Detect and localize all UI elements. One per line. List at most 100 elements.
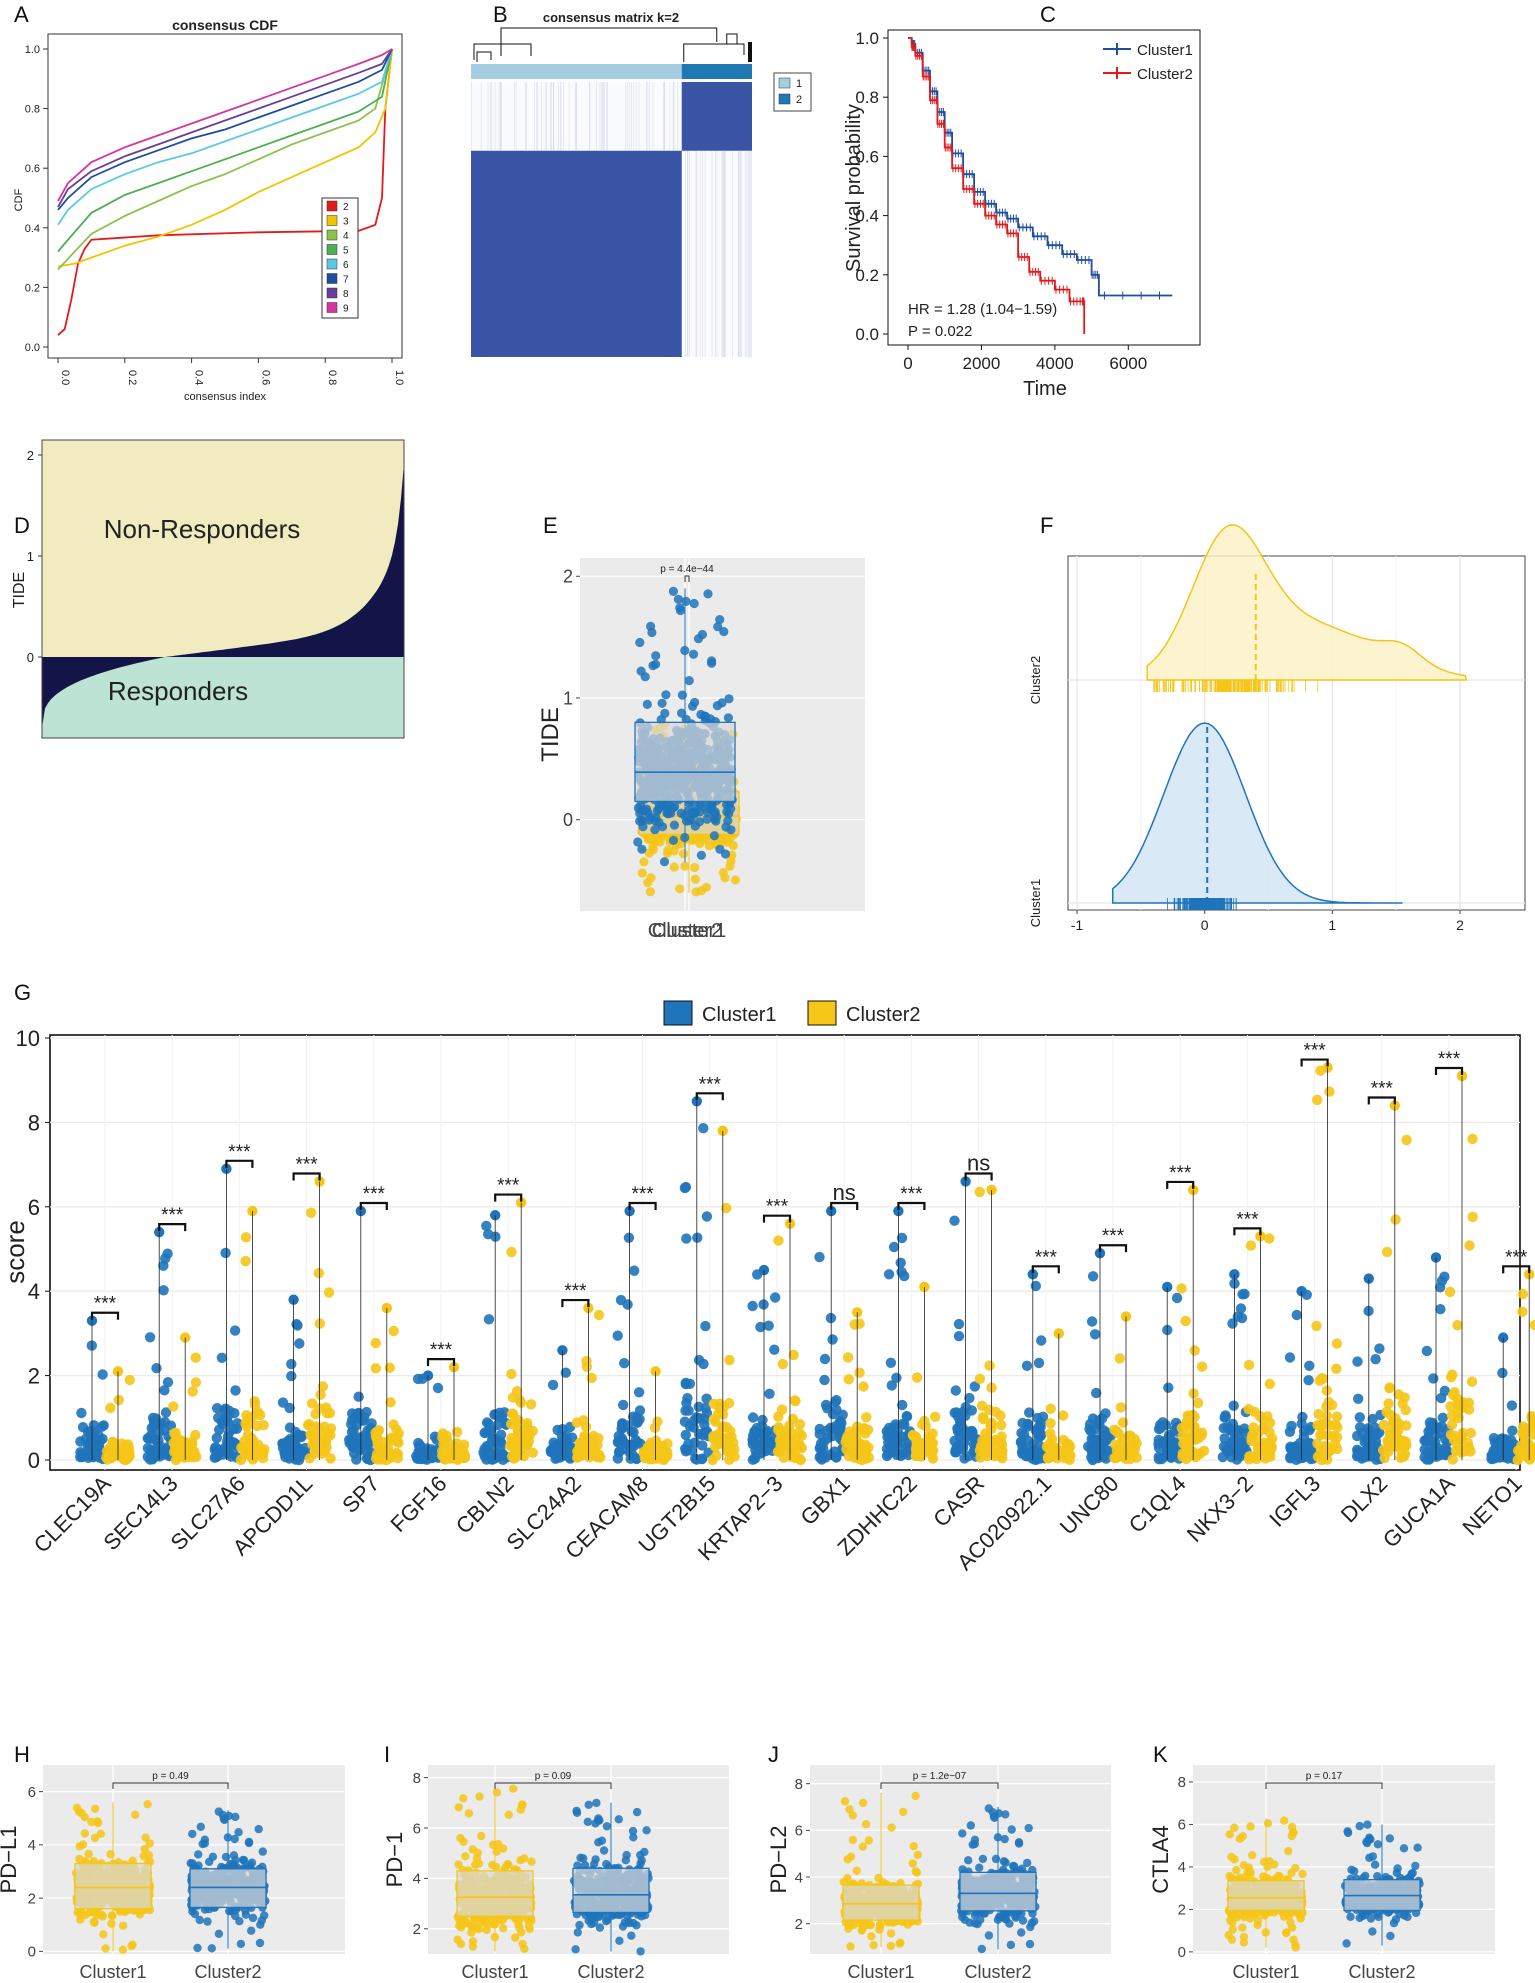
- data-point-h-cluster1: [93, 1818, 103, 1828]
- data-point-g-cluster1: [1017, 1417, 1028, 1429]
- significance-label-g: ***: [766, 1197, 789, 1218]
- data-point-g-cluster2: [911, 1372, 923, 1383]
- data-point-g-cluster1: [613, 1430, 624, 1442]
- data-point-h-cluster1: [101, 1944, 110, 1953]
- data-point-g-cluster1: [634, 1405, 646, 1416]
- data-point-h-cluster2: [221, 1852, 231, 1862]
- data-point-g-cluster1: [1421, 1454, 1433, 1465]
- data-point-e-cluster2: [681, 596, 691, 607]
- data-point-g-cluster1: [1507, 1425, 1518, 1436]
- data-point-g-cluster1: [351, 1454, 362, 1465]
- tick-label-y-c: 0.8: [855, 88, 879, 107]
- data-point-g-cluster1: [1421, 1345, 1433, 1357]
- data-point-e-cluster2: [637, 844, 647, 854]
- data-point-g-cluster1: [1033, 1431, 1044, 1443]
- matrix-block-cluster1: [471, 150, 682, 357]
- data-point-g-cluster2: [505, 1418, 517, 1430]
- data-point-g-cluster1: [1096, 1413, 1108, 1424]
- data-point-g-cluster2: [930, 1411, 941, 1423]
- data-point-g-cluster2: [388, 1325, 399, 1337]
- legend-swatch-k4: [326, 229, 338, 241]
- data-point-g-cluster2: [1458, 1397, 1469, 1408]
- data-point-g-cluster1: [814, 1251, 825, 1263]
- data-point-h-cluster1: [127, 1941, 136, 1951]
- axis-label-x-c: Time: [1023, 378, 1067, 400]
- tick-label-y-g: 2: [28, 1364, 40, 1389]
- matrix-block-cluster2: [681, 82, 752, 151]
- data-point-e-cluster1: [678, 849, 689, 859]
- data-point-h-cluster1: [84, 1849, 93, 1859]
- data-point-g-cluster2: [1254, 1410, 1265, 1422]
- data-point-g-cluster2: [1047, 1434, 1058, 1445]
- legend-swatch-k3: [326, 215, 338, 226]
- data-point-e-cluster2: [690, 697, 700, 708]
- data-point-g-cluster2: [1467, 1133, 1478, 1145]
- data-point-h-cluster2: [230, 1834, 239, 1844]
- data-point-g-cluster2: [777, 1358, 788, 1370]
- data-point-g-cluster1: [827, 1409, 839, 1420]
- data-point-g-cluster1: [760, 1427, 771, 1438]
- data-point-g-cluster2: [729, 1443, 740, 1455]
- data-point-h-cluster2: [239, 1855, 248, 1865]
- data-point-g-cluster2: [1401, 1134, 1412, 1146]
- data-point-e-cluster2: [696, 850, 707, 860]
- data-point-h-cluster2: [203, 1917, 212, 1926]
- data-point-g-cluster1: [953, 1318, 965, 1330]
- tick-label-y-i: 2: [413, 1921, 421, 1938]
- panel-label-c: C: [1040, 2, 1056, 27]
- data-point-g-cluster1: [679, 1182, 691, 1194]
- data-point-g-cluster1: [1230, 1442, 1241, 1454]
- legend-swatch-k6: [326, 258, 338, 270]
- data-point-g-cluster1: [353, 1391, 364, 1402]
- data-point-g-cluster2: [1385, 1409, 1396, 1421]
- data-point-g-cluster1: [554, 1452, 565, 1463]
- data-point-g-cluster1: [158, 1285, 169, 1296]
- data-point-g-cluster2: [723, 1398, 735, 1409]
- data-point-g-cluster2: [307, 1439, 318, 1450]
- data-point-g-cluster2: [916, 1441, 927, 1452]
- axis-label-y-a: CDF: [13, 188, 25, 211]
- panel-label-j: J: [768, 1742, 779, 1767]
- data-point-g-cluster2: [1321, 1385, 1333, 1396]
- data-point-g-cluster2: [388, 1419, 399, 1430]
- data-point-g-cluster1: [216, 1352, 228, 1364]
- data-point-g-cluster2: [384, 1362, 395, 1373]
- data-point-g-cluster2: [1524, 1454, 1535, 1465]
- legend-swatch-cluster1: [663, 1000, 693, 1026]
- data-point-g-cluster1: [680, 1377, 691, 1389]
- data-point-i-cluster1: [453, 1935, 462, 1944]
- data-point-g-cluster2: [313, 1422, 325, 1433]
- data-point-h-cluster1: [131, 1810, 140, 1820]
- data-point-g-cluster2: [997, 1445, 1008, 1456]
- data-point-g-cluster2: [455, 1444, 467, 1456]
- axis-label-y-g: score: [0, 1220, 30, 1284]
- data-point-g-cluster2: [240, 1255, 251, 1267]
- data-point-g-cluster2: [778, 1438, 790, 1450]
- legend-swatch-k5: [326, 244, 338, 255]
- data-point-g-cluster1: [697, 1440, 708, 1451]
- data-point-g-cluster2: [708, 1430, 719, 1442]
- data-point-g-cluster1: [1089, 1329, 1101, 1340]
- data-point-h-cluster2: [258, 1847, 267, 1856]
- data-point-g-cluster2: [1196, 1430, 1207, 1441]
- tick-label-y-g: 8: [28, 1110, 40, 1135]
- data-point-g-cluster2: [1330, 1438, 1341, 1449]
- chart-title-a: consensus CDF: [172, 17, 278, 33]
- data-point-g-cluster2: [1043, 1453, 1054, 1464]
- data-point-g-cluster2: [1113, 1428, 1124, 1439]
- tick-label-x-f: 0: [1201, 917, 1209, 933]
- data-point-g-cluster1: [952, 1411, 964, 1422]
- tick-label-x-e: Cluster2: [648, 920, 722, 942]
- data-point-g-cluster1: [681, 1233, 692, 1244]
- data-point-g-cluster1: [881, 1443, 893, 1455]
- data-point-g-cluster1: [819, 1374, 830, 1386]
- data-point-g-cluster2: [1243, 1359, 1255, 1371]
- dendrogram-top: [500, 27, 718, 56]
- data-point-g-cluster1: [682, 1393, 693, 1404]
- tick-label-x-g: FGF16: [385, 1471, 451, 1537]
- significance-label-g: ***: [94, 1294, 117, 1315]
- data-point-g-cluster2: [370, 1337, 381, 1349]
- data-point-h-cluster2: [247, 1858, 257, 1867]
- data-point-g-cluster2: [1123, 1430, 1134, 1442]
- data-point-g-cluster2: [856, 1454, 868, 1466]
